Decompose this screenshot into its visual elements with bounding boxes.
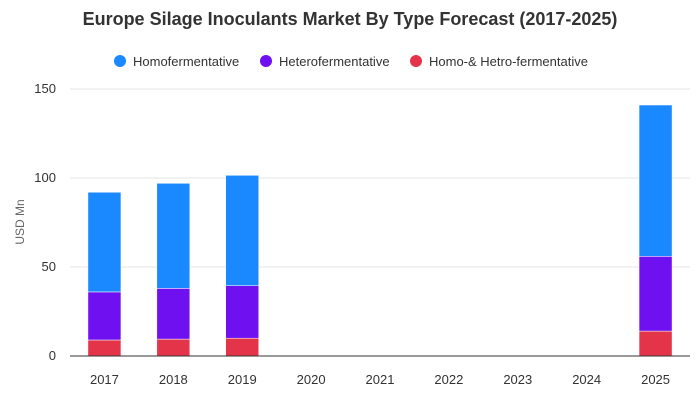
x-axis-ticks: 2017 2018 2019 2020 2021 2022 2023 2024 2025: [90, 372, 670, 387]
bar-segment: [87, 339, 122, 357]
x-tick-label: 2023: [503, 372, 532, 387]
x-tick-label: 2024: [572, 372, 601, 387]
x-tick-label: 2017: [90, 372, 119, 387]
bar-segment: [225, 285, 259, 339]
chart-title: Europe Silage Inoculants Market By Type …: [83, 9, 618, 29]
x-tick-label: 2025: [641, 372, 670, 387]
legend-label: Heterofermentative: [279, 54, 390, 69]
y-tick-label: 150: [34, 81, 56, 96]
y-tick-label: 100: [34, 170, 56, 185]
bar-segment: [638, 256, 673, 332]
bar-segment: [638, 104, 673, 257]
bar-segment: [638, 330, 673, 357]
x-tick-label: 2021: [366, 372, 395, 387]
y-axis-ticks: 0 50 100 150: [34, 81, 56, 363]
bar-segment: [156, 288, 191, 340]
bar-segment: [87, 191, 122, 293]
legend-marker: [410, 55, 422, 67]
x-tick-label: 2018: [159, 372, 188, 387]
y-tick-label: 50: [42, 259, 56, 274]
bar-segment: [225, 337, 259, 357]
legend-label: Homo-& Hetro-fermentative: [429, 54, 588, 69]
y-axis-label: USD Mn: [13, 199, 27, 244]
x-tick-label: 2019: [228, 372, 257, 387]
legend-marker: [114, 55, 126, 67]
bar-segment: [87, 291, 122, 341]
legend-marker: [260, 55, 272, 67]
bars: [87, 104, 673, 357]
bar-segment: [156, 338, 191, 357]
legend-label: Homofermentative: [133, 54, 239, 69]
legend: Homofermentative Heterofermentative Homo-&…: [114, 54, 588, 69]
x-tick-label: 2022: [434, 372, 463, 387]
bar-segment: [225, 175, 259, 286]
x-tick-label: 2020: [297, 372, 326, 387]
y-tick-label: 0: [49, 348, 56, 363]
bar-segment: [156, 183, 191, 289]
